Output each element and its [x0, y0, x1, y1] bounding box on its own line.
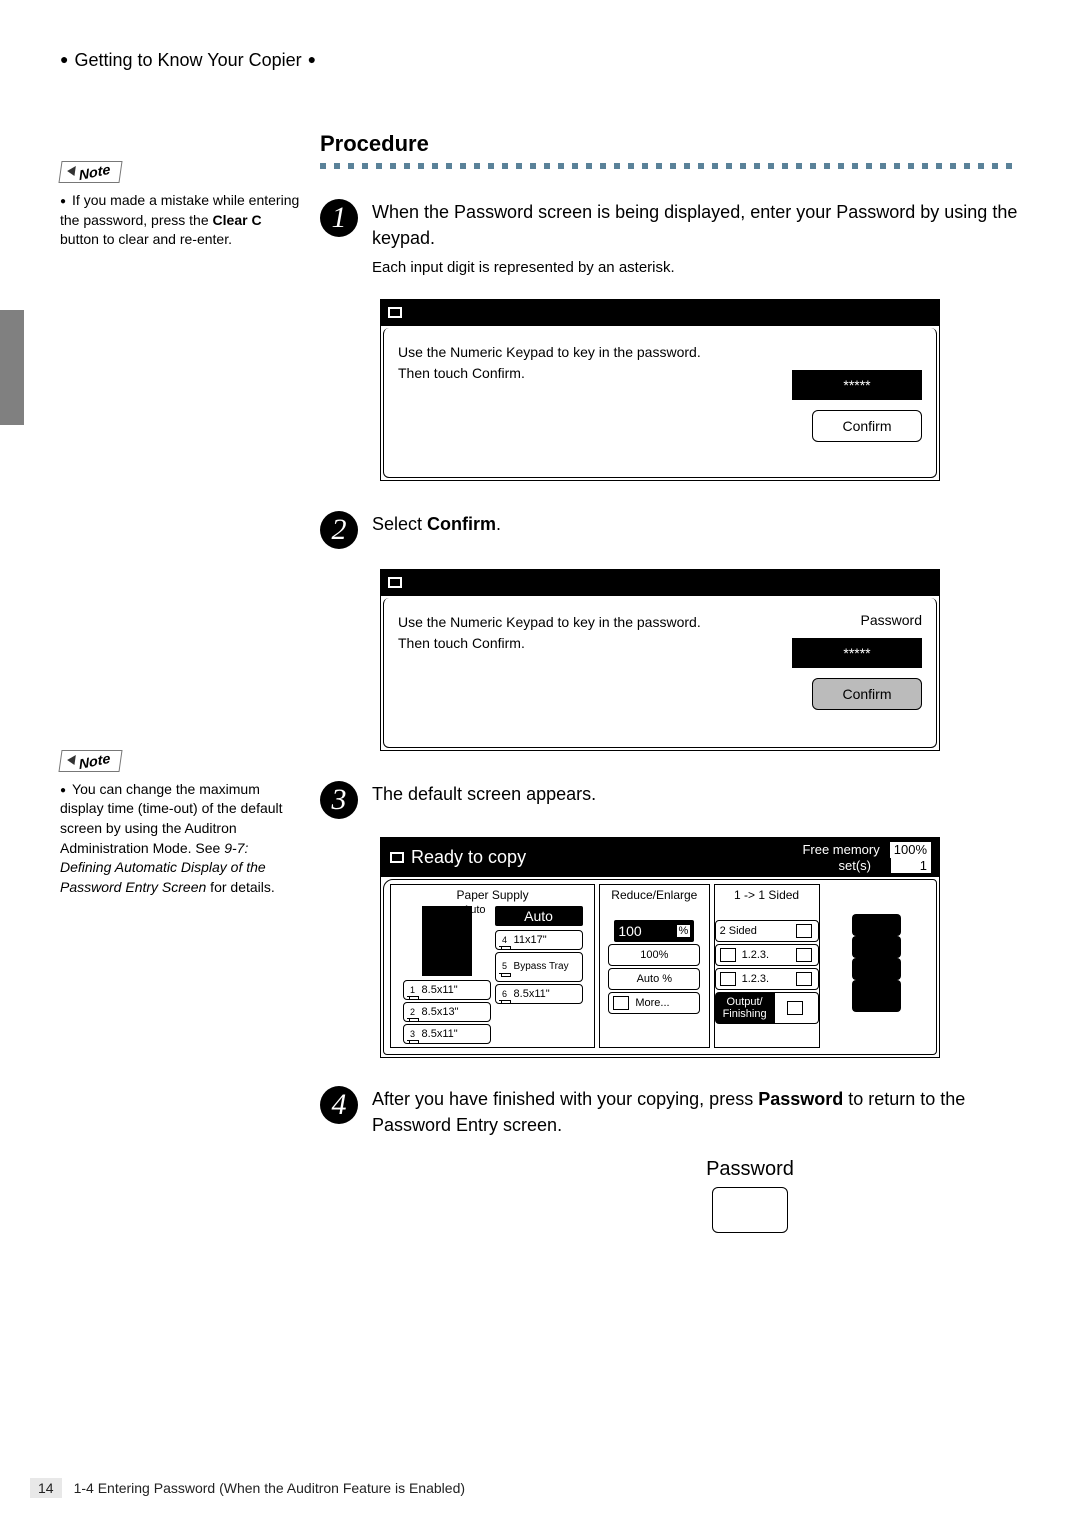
zoom-100-button[interactable]: 100%: [614, 920, 694, 942]
password-label: Password: [792, 612, 922, 628]
section-header: Getting to Know Your Copier: [60, 50, 1020, 71]
more-icon: [613, 996, 629, 1010]
orient-icon: [796, 972, 812, 986]
note-1-text: If you made a mistake while entering the…: [60, 192, 299, 228]
step-number-icon: 3: [320, 781, 358, 819]
dotted-rule: [320, 163, 1020, 169]
orient-icon: [796, 948, 812, 962]
col-title: 1 -> 1 Sided: [734, 888, 799, 902]
copy-screen: Ready to copy Free memory 100% set(s) 1 Pa…: [380, 837, 940, 1058]
page-number: 14: [30, 1478, 62, 1498]
sided-icon: [796, 924, 812, 938]
step-number-icon: 4: [320, 1086, 358, 1124]
panel-msg-1: Use the Numeric Keypad to key in the pas…: [398, 612, 701, 633]
password-key: Password: [480, 1158, 1020, 1233]
note-label: Note: [58, 161, 122, 183]
note-2: Note You can change the maximum display …: [60, 750, 300, 898]
step-number-icon: 1: [320, 199, 358, 237]
ready-label: Ready to copy: [411, 847, 526, 868]
password-panel-2: Use the Numeric Keypad to key in the pas…: [380, 569, 940, 751]
tray-button[interactable]: 18.5x11": [403, 980, 491, 1000]
step-1: 1 When the Password screen is being disp…: [320, 199, 1020, 279]
footer: 14 1-4 Entering Password (When the Audit…: [30, 1478, 465, 1498]
sets-label: set(s): [839, 858, 872, 874]
auto-button[interactable]: Auto: [495, 906, 583, 926]
zoom-button[interactable]: Auto %: [608, 968, 700, 990]
step-3-text: The default screen appears.: [372, 781, 596, 807]
tray-button[interactable]: 5Bypass Tray: [495, 952, 583, 982]
step-1-subtext: Each input digit is represented by an as…: [372, 257, 1020, 279]
password-panel-1: Use the Numeric Keypad to key in the pas…: [380, 299, 940, 481]
tray-button[interactable]: 68.5x11": [495, 984, 583, 1004]
note-1: Note If you made a mistake while enterin…: [60, 161, 300, 250]
free-memory-label: Free memory: [802, 842, 879, 858]
step-2: 2 Select Confirm.: [320, 511, 1020, 549]
note-2-text: You can change the maximum display time …: [60, 781, 283, 856]
footer-text: 1-4 Entering Password (When the Auditron…: [74, 1480, 465, 1496]
password-key-label: Password: [480, 1158, 1020, 1181]
sided-panel: 1 -> 1 Sided 2 Sided 1.2.3. 1.2.3. Outpu…: [714, 884, 820, 1048]
panel-msg-1: Use the Numeric Keypad to key in the pas…: [398, 342, 701, 363]
confirm-button[interactable]: Confirm: [812, 678, 922, 710]
more-button[interactable]: More...: [608, 992, 700, 1014]
free-memory-value: 100%: [890, 842, 931, 858]
presets-panel: [824, 884, 930, 1048]
col-title: Reduce/Enlarge: [611, 888, 697, 902]
preset-button[interactable]: [852, 958, 901, 980]
sets-value: 1: [891, 858, 931, 874]
preset-button[interactable]: [852, 980, 901, 1012]
reduce-enlarge-panel: Reduce/Enlarge 100% 100% Auto % More...: [599, 884, 709, 1048]
note-label: Note: [58, 750, 122, 772]
sided-button[interactable]: 1.2.3.: [715, 968, 819, 990]
paper-preview-icon: [422, 906, 472, 976]
paper-supply-panel: Paper Supply Auto 18.5x11" 28.5x13": [390, 884, 595, 1048]
tab-icon: [389, 851, 405, 864]
tray-button[interactable]: 28.5x13": [403, 1002, 491, 1022]
password-display: *****: [792, 370, 922, 400]
panel-msg-2: Then touch Confirm.: [398, 633, 701, 654]
step-1-text: When the Password screen is being displa…: [372, 199, 1020, 251]
preset-button[interactable]: [852, 936, 901, 958]
step-4-text: After you have finished with your copyin…: [372, 1089, 758, 1109]
step-2-text: Select: [372, 514, 427, 534]
zoom-button[interactable]: 100%: [608, 944, 700, 966]
sided-button[interactable]: 1.2.3.: [715, 944, 819, 966]
tab-icon: [387, 576, 403, 589]
panel-msg-2: Then touch Confirm.: [398, 363, 701, 384]
order-icon: [720, 972, 736, 986]
step-4: 4 After you have finished with your copy…: [320, 1086, 1020, 1138]
tray-button[interactable]: 411x17": [495, 930, 583, 950]
step-number-icon: 2: [320, 511, 358, 549]
password-display: *****: [792, 638, 922, 668]
tab-icon: [387, 306, 403, 319]
confirm-button[interactable]: Confirm: [812, 410, 922, 442]
output-button[interactable]: Output/ Finishing: [715, 992, 775, 1024]
sided-button[interactable]: 2 Sided: [715, 920, 819, 942]
procedure-title: Procedure: [320, 131, 1020, 157]
password-key-button[interactable]: [712, 1187, 788, 1233]
edge-tab: [0, 310, 24, 425]
col-title: Paper Supply: [457, 888, 529, 902]
order-icon: [720, 948, 736, 962]
step-3: 3 The default screen appears.: [320, 781, 1020, 819]
preset-button[interactable]: [852, 914, 901, 936]
finishing-icon: [787, 1001, 803, 1015]
tray-button[interactable]: 38.5x11": [403, 1024, 491, 1044]
